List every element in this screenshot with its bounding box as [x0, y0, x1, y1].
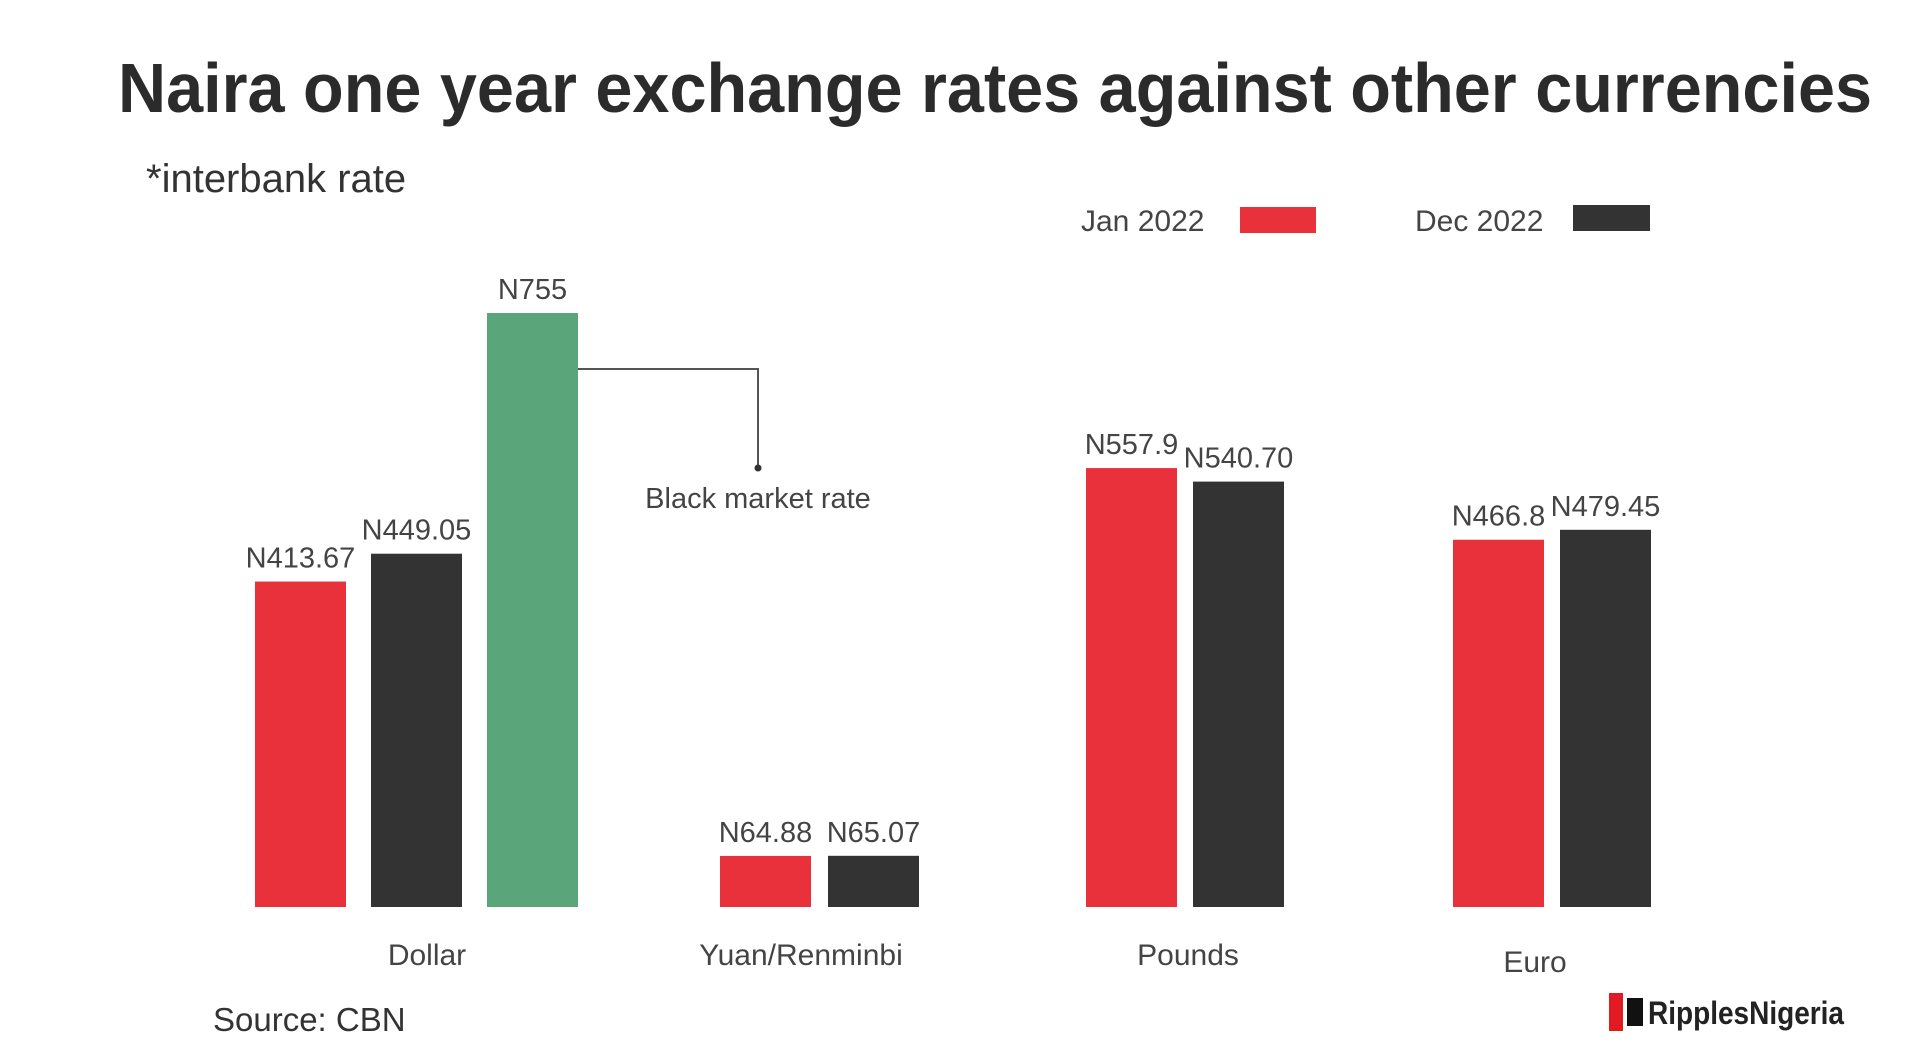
logo-mark-red	[1609, 993, 1623, 1031]
annotation-leader-line	[578, 368, 759, 468]
yuan-renminbi-dec-2022-bar	[828, 855, 919, 907]
logo-text: RipplesNigeria	[1648, 995, 1844, 1031]
annotation-label: Black market rate	[645, 483, 871, 515]
yuan-renminbi-dec-2022-value-label: N65.07	[827, 817, 921, 849]
euro-dec-2022-bar	[1560, 529, 1651, 907]
category-label-yuan-renminbi: Yuan/Renminbi	[699, 939, 902, 972]
category-label-euro: Euro	[1503, 946, 1566, 979]
dollar-dec-2022-bar	[371, 553, 462, 907]
pounds-jan-2022-value-label: N557.9	[1085, 429, 1179, 461]
source-note: Source: CBN	[213, 1001, 406, 1038]
dollar-black-market-value-label: N755	[498, 274, 567, 306]
yuan-renminbi-jan-2022-value-label: N64.88	[719, 817, 813, 849]
dollar-black-market-bar	[487, 313, 578, 907]
legend-label-jan-2022: Jan 2022	[1081, 205, 1204, 238]
dollar-jan-2022-bar	[255, 581, 346, 907]
pounds-dec-2022-bar	[1193, 481, 1284, 907]
chart-subtitle: *interbank rate	[146, 157, 406, 201]
legend-label-dec-2022: Dec 2022	[1415, 205, 1543, 238]
legend: Jan 2022 Dec 2022	[1081, 205, 1650, 238]
pounds-jan-2022-bar	[1086, 468, 1177, 907]
category-label-pounds: Pounds	[1137, 939, 1239, 972]
legend-swatch-jan-2022	[1240, 207, 1316, 233]
euro-jan-2022-value-label: N466.8	[1452, 501, 1546, 533]
dollar-jan-2022-value-label: N413.67	[246, 543, 356, 575]
pounds-dec-2022-value-label: N540.70	[1184, 443, 1294, 475]
yuan-renminbi-jan-2022-bar	[720, 855, 811, 907]
logo-mark-dark	[1627, 998, 1643, 1026]
ripples-nigeria-logo: RipplesNigeria	[1609, 993, 1844, 1031]
chart-title: Naira one year exchange rates against ot…	[118, 49, 1872, 127]
category-label-dollar: Dollar	[388, 939, 466, 972]
dollar-dec-2022-value-label: N449.05	[362, 515, 472, 547]
legend-swatch-dec-2022	[1573, 205, 1650, 231]
euro-jan-2022-bar	[1453, 539, 1544, 907]
black-market-annotation: Black market rate	[578, 368, 871, 515]
annotation-dot	[754, 464, 762, 472]
euro-dec-2022-value-label: N479.45	[1551, 491, 1661, 523]
